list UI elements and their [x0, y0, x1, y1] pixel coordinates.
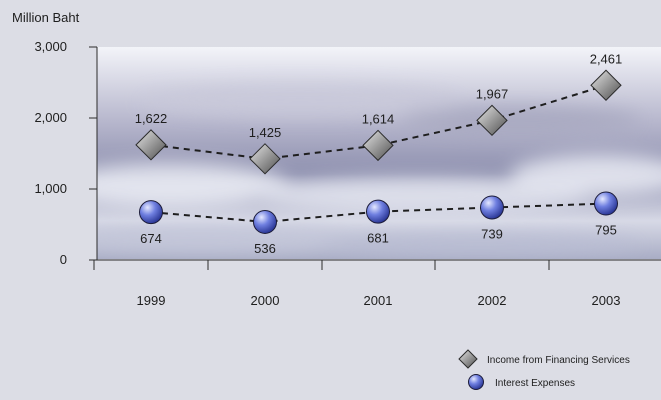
- interest-point: [139, 200, 163, 225]
- legend-item-income: Income from Financing Services: [458, 349, 630, 369]
- income-data-label: 1,425: [249, 125, 282, 140]
- x-tick-label: 1999: [137, 293, 166, 308]
- y-axis-title: Million Baht: [12, 10, 80, 25]
- plot-background: [97, 47, 661, 259]
- income-point: [135, 129, 167, 161]
- x-tick-label: 2000: [251, 293, 280, 308]
- income-data-label: 2,461: [590, 51, 623, 66]
- interest-data-label: 536: [254, 241, 276, 256]
- interest-data-label: 739: [481, 227, 503, 242]
- x-ticks: 1999 2000 2001 2002 2003: [93, 260, 621, 308]
- income-data-label: 1,614: [362, 111, 395, 126]
- income-point: [476, 104, 508, 137]
- income-data-label: 1,622: [135, 111, 168, 126]
- x-tick-label: 2002: [478, 293, 507, 308]
- interest-point: [253, 209, 277, 234]
- legend-circle-marker: [468, 374, 484, 390]
- y-tick-label: 0: [60, 252, 67, 267]
- axes: [96, 47, 661, 261]
- x-tick-label: 2001: [364, 293, 393, 308]
- interest-point: [366, 199, 390, 224]
- y-tick-label: 1,000: [34, 181, 67, 196]
- legend-label-income: Income from Financing Services: [487, 355, 630, 366]
- legend-diamond-marker: [458, 349, 478, 369]
- interest-point: [594, 191, 618, 216]
- legend: Income from Financing Services Interest …: [458, 349, 630, 390]
- income-data-label: 1,967: [476, 86, 509, 101]
- interest-data-label: 795: [595, 223, 617, 238]
- x-tick-label: 2003: [592, 293, 621, 308]
- y-tick-label: 2,000: [34, 110, 67, 125]
- legend-item-interest: Interest Expenses: [468, 374, 575, 390]
- y-ticks: 0 1,000 2,000 3,000: [34, 39, 97, 267]
- interest-data-label: 674: [140, 231, 162, 246]
- interest-data-label: 681: [367, 231, 389, 246]
- series-income-line: [150, 84, 607, 160]
- income-point: [362, 129, 394, 162]
- y-tick-label: 3,000: [34, 39, 67, 54]
- legend-label-interest: Interest Expenses: [495, 378, 575, 389]
- income-point: [590, 69, 622, 101]
- income-point: [249, 143, 281, 175]
- series-layer: 1,622 1,425 1,614 1,967 2,461 674 536 681 739 795: [135, 51, 623, 256]
- interest-point: [480, 195, 504, 220]
- series-interest-line: [150, 202, 607, 223]
